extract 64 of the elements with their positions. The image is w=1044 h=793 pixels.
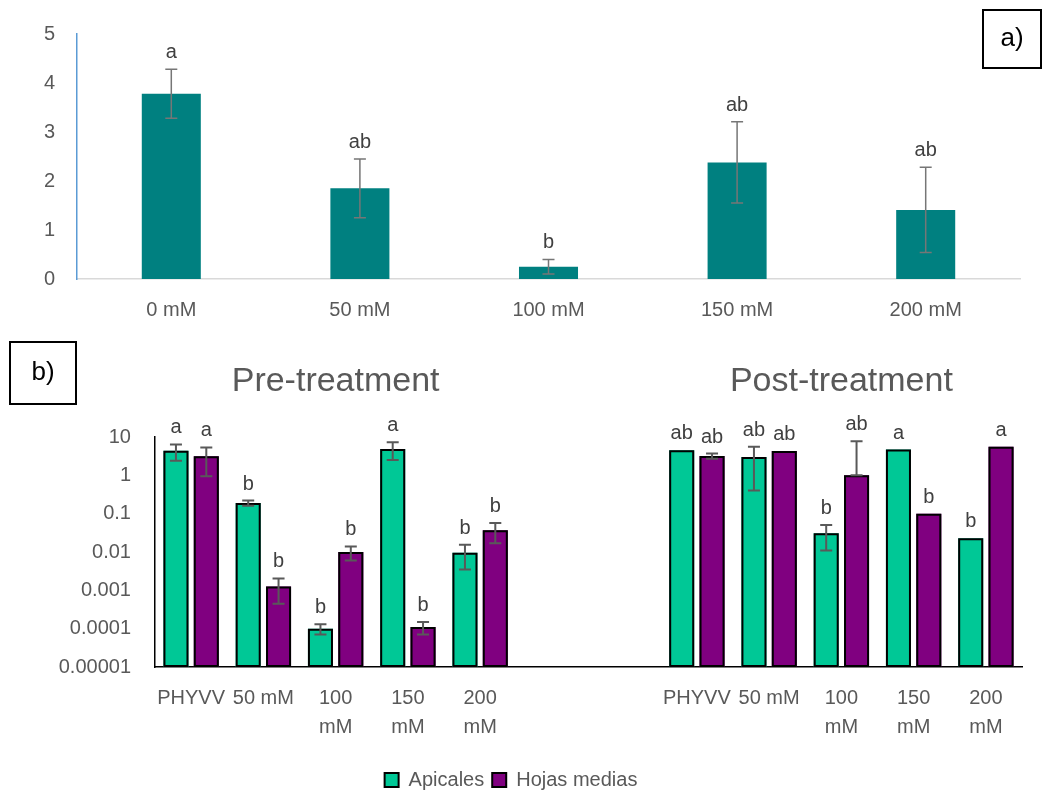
x-tick-label: 100 mM xyxy=(512,298,585,321)
bar xyxy=(707,162,767,279)
y-tick-label: 0 xyxy=(43,266,55,289)
data-label: a xyxy=(165,40,178,63)
data-label: ab xyxy=(700,424,724,447)
x-tick-label: 200 mM xyxy=(463,686,497,738)
data-label: b xyxy=(314,595,327,618)
text: b) xyxy=(31,356,55,387)
data-label: ab xyxy=(773,422,796,445)
data-label: ab xyxy=(914,138,937,161)
data-label: b xyxy=(459,515,471,538)
y-tick-label: 0.1 xyxy=(103,501,131,524)
data-label: ab xyxy=(845,412,868,435)
x-tick-label: PHYVV xyxy=(157,686,226,709)
y-tick-label: 3 xyxy=(43,119,55,142)
bar xyxy=(141,93,201,279)
x-tick-label: 150 mM xyxy=(391,686,425,738)
data-label: a xyxy=(170,415,183,438)
data-label: ab xyxy=(742,417,766,440)
data-label: b xyxy=(272,549,285,572)
text: Pre-treatment xyxy=(231,360,441,399)
x-tick-label: 0 mM xyxy=(146,298,197,321)
text: Post-treatment xyxy=(729,360,954,399)
x-tick-label: 50 mM xyxy=(232,686,294,709)
x-tick-label: 150 mM xyxy=(700,298,774,321)
annotation: a) xyxy=(1000,22,1024,53)
y-tick-label: 2 xyxy=(43,168,55,191)
bar xyxy=(518,266,579,279)
data-label: ab xyxy=(725,92,749,115)
x-tick-label: 150 mM xyxy=(896,686,931,738)
x-tick-label: 200 mM xyxy=(889,298,962,321)
data-label: ab xyxy=(348,129,372,152)
x-tick-label: 50 mM xyxy=(329,298,391,321)
data-label: b xyxy=(820,495,832,518)
y-tick-label: 1 xyxy=(119,462,131,485)
y-tick-label: 0.001 xyxy=(80,577,131,600)
x-tick-label: 100 mM xyxy=(824,686,859,738)
data-label: a xyxy=(995,417,1008,440)
data-label: b xyxy=(417,592,429,615)
y-tick-label: 4 xyxy=(43,70,55,93)
data-label: ab xyxy=(670,421,693,444)
data-label: b xyxy=(923,484,935,507)
data-label: b xyxy=(542,230,555,253)
data-label: b xyxy=(965,509,977,532)
bar xyxy=(896,209,956,279)
data-label: a xyxy=(387,413,400,436)
data-label: a xyxy=(200,418,213,441)
x-tick-label: PHYVV xyxy=(662,686,732,709)
legend-label: Apicales xyxy=(408,767,485,790)
y-tick-label: 0.00001 xyxy=(58,654,131,677)
data-label: a xyxy=(892,420,905,443)
y-tick-label: 5 xyxy=(43,21,55,44)
legend-label: Hojas medias xyxy=(516,767,638,790)
x-tick-label: 100 mM xyxy=(318,686,353,738)
y-tick-label: 0.01 xyxy=(92,539,131,562)
bar xyxy=(330,188,390,279)
x-tick-label: 200 mM xyxy=(969,686,1003,738)
y-tick-label: 10 xyxy=(108,424,131,447)
x-tick-label: 50 mM xyxy=(738,686,800,709)
data-label: b xyxy=(489,494,501,517)
y-tick-label: 0.0001 xyxy=(69,616,131,639)
data-label: b xyxy=(242,471,254,494)
y-tick-label: 1 xyxy=(43,217,55,240)
data-label: b xyxy=(345,517,357,540)
